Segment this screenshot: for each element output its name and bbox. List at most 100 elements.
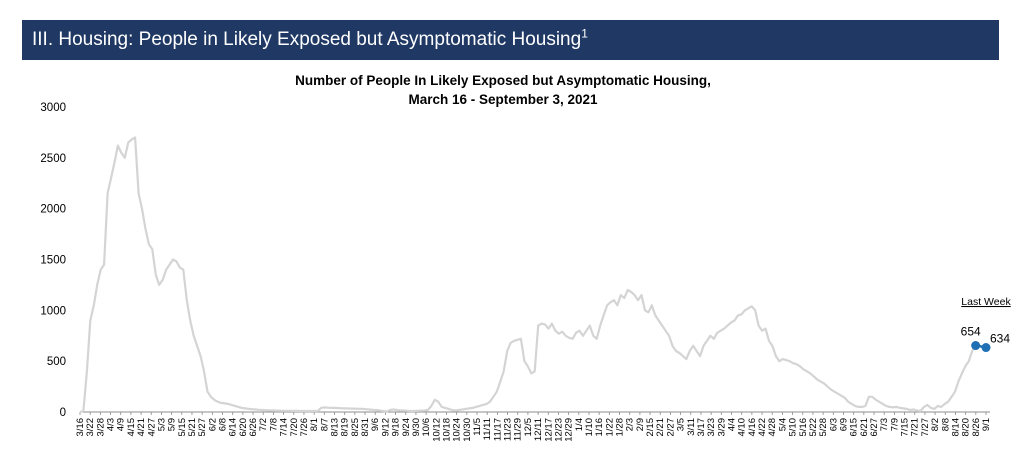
x-tick-label: 9/24 bbox=[401, 418, 412, 437]
x-tick-label: 7/14 bbox=[279, 418, 290, 437]
y-tick-label: 500 bbox=[47, 356, 66, 368]
x-tick-label: 7/8 bbox=[268, 418, 279, 431]
x-tick-label: 5/4 bbox=[777, 418, 788, 431]
x-tick-label: 7/9 bbox=[889, 418, 900, 431]
x-tick-label: 5/16 bbox=[798, 418, 809, 437]
x-tick-label: 12/23 bbox=[553, 418, 564, 442]
x-tick-label: 5/28 bbox=[818, 418, 829, 437]
x-tick-label: 11/5 bbox=[472, 418, 483, 436]
series-line bbox=[79, 136, 987, 414]
x-tick-label: 8/14 bbox=[950, 418, 961, 437]
y-tick-label: 0 bbox=[60, 407, 66, 419]
x-tick-label: 8/25 bbox=[350, 418, 361, 437]
x-tick-label: 9/1 bbox=[981, 418, 992, 431]
x-tick-label: 7/2 bbox=[258, 418, 269, 431]
x-tick-label: 6/15 bbox=[849, 418, 860, 437]
x-tick-label: 10/24 bbox=[452, 418, 463, 442]
x-tick-label: 6/9 bbox=[838, 418, 849, 431]
x-tick-label: 1/28 bbox=[615, 418, 626, 437]
x-tick-label: 3/17 bbox=[696, 418, 707, 437]
x-tick-label: 12/11 bbox=[533, 418, 544, 441]
chart-title-line-1: Number of People In Likely Exposed but A… bbox=[295, 73, 711, 88]
x-tick-label: 6/27 bbox=[869, 418, 880, 437]
x-tick-label: 12/5 bbox=[523, 418, 534, 437]
data-label-634: 634 bbox=[990, 332, 1010, 346]
x-tick-label: 6/8 bbox=[218, 418, 229, 431]
y-tick-label: 2000 bbox=[40, 204, 66, 216]
x-tick-label: 5/21 bbox=[187, 418, 198, 437]
x-tick-label: 8/1 bbox=[309, 418, 320, 431]
x-tick-label: 1/22 bbox=[604, 418, 615, 437]
x-tick-label: 5/9 bbox=[167, 418, 178, 431]
x-tick-label: 6/3 bbox=[828, 418, 839, 431]
x-tick-label: 2/9 bbox=[635, 418, 646, 431]
x-tick-label: 10/18 bbox=[441, 418, 452, 442]
x-tick-label: 11/17 bbox=[492, 418, 503, 441]
x-tick-label: 7/20 bbox=[289, 418, 300, 437]
x-tick-label: 9/30 bbox=[411, 418, 422, 437]
chart-title-line-2: March 16 - September 3, 2021 bbox=[408, 92, 598, 107]
x-tick-label: 3/16 bbox=[75, 418, 86, 437]
x-tick-label: 11/23 bbox=[503, 418, 514, 441]
x-tick-label: 8/19 bbox=[340, 418, 351, 437]
x-tick-label: 8/7 bbox=[319, 418, 330, 431]
x-tick-label: 5/10 bbox=[788, 418, 799, 437]
x-tick-label: 2/15 bbox=[645, 418, 656, 437]
x-tick-label: 3/5 bbox=[676, 418, 687, 431]
section-title: III. Housing: People in Likely Exposed b… bbox=[32, 26, 588, 51]
y-tick-label: 1000 bbox=[40, 305, 66, 317]
data-label-654: 654 bbox=[961, 325, 981, 339]
x-tick-label: 3/23 bbox=[706, 418, 717, 437]
x-tick-label: 4/16 bbox=[747, 418, 758, 437]
x-tick-label: 9/18 bbox=[391, 418, 402, 437]
x-tick-label: 3/11 bbox=[686, 418, 697, 436]
x-tick-label: 5/3 bbox=[156, 418, 167, 431]
data-point-634 bbox=[981, 343, 991, 353]
x-tick-label: 3/22 bbox=[85, 418, 96, 437]
line-chart: Number of People In Likely Exposed but A… bbox=[40, 73, 1011, 442]
x-tick-label: 6/21 bbox=[859, 418, 870, 437]
last-week-annotation: Last Week bbox=[961, 296, 1011, 308]
x-tick-label: 7/21 bbox=[910, 418, 921, 437]
x-tick-label: 8/20 bbox=[961, 418, 972, 437]
x-tick-label: 8/31 bbox=[360, 418, 371, 437]
x-tick-label: 5/15 bbox=[177, 418, 188, 437]
data-point-654 bbox=[971, 341, 981, 351]
x-tick-label: 9/12 bbox=[380, 418, 391, 437]
y-tick-label: 3000 bbox=[40, 102, 66, 114]
x-tick-label: 4/21 bbox=[136, 418, 147, 437]
x-tick-label: 1/16 bbox=[594, 418, 605, 437]
x-tick-label: 6/20 bbox=[238, 418, 249, 437]
y-tick-label: 1500 bbox=[40, 255, 66, 267]
x-tick-label: 8/26 bbox=[971, 418, 982, 437]
x-tick-label: 6/2 bbox=[207, 418, 218, 431]
x-tick-label: 9/6 bbox=[370, 418, 381, 431]
x-tick-label: 7/26 bbox=[299, 418, 310, 437]
x-tick-label: 4/4 bbox=[727, 418, 738, 431]
highlight-points: 654 634 bbox=[961, 325, 1010, 353]
x-tick-label: 7/27 bbox=[920, 418, 931, 437]
x-tick-label: 8/2 bbox=[930, 418, 941, 431]
x-tick-label: 2/3 bbox=[625, 418, 636, 431]
x-tick-label: 10/12 bbox=[431, 418, 442, 442]
x-tick-label: 10/6 bbox=[421, 418, 432, 437]
x-tick-label: 7/15 bbox=[900, 418, 911, 437]
x-tick-label: 10/30 bbox=[462, 418, 473, 442]
x-tick-label: 11/11 bbox=[482, 418, 493, 440]
x-tick-label: 4/28 bbox=[767, 418, 778, 437]
x-tick-label: 4/10 bbox=[737, 418, 748, 437]
x-tick-label: 3/29 bbox=[716, 418, 727, 437]
x-tick-label: 4/15 bbox=[126, 418, 137, 437]
section-title-text: III. Housing: People in Likely Exposed b… bbox=[32, 29, 582, 50]
x-tick-label: 2/21 bbox=[655, 418, 666, 437]
x-tick-label: 4/27 bbox=[146, 418, 157, 437]
x-tick-label: 4/9 bbox=[116, 418, 127, 431]
x-tick-label: 5/27 bbox=[197, 418, 208, 437]
x-tick-label: 8/8 bbox=[940, 418, 951, 431]
x-tick-label: 5/22 bbox=[808, 418, 819, 437]
x-tick-label: 6/14 bbox=[228, 418, 239, 437]
x-tick-label: 3/28 bbox=[95, 418, 106, 437]
footnote-marker: 1 bbox=[581, 26, 588, 41]
x-tick-label: 6/26 bbox=[248, 418, 259, 437]
x-tick-label: 4/3 bbox=[106, 418, 117, 431]
